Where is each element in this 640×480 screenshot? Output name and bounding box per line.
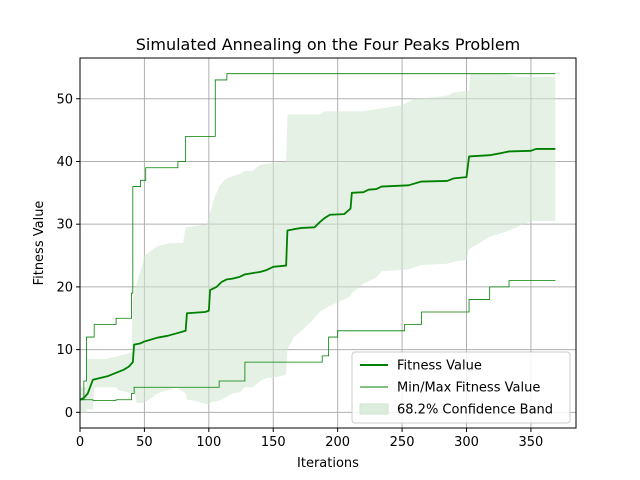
y-tick-label: 0	[65, 406, 73, 421]
min-fitness-line	[80, 280, 556, 401]
series-layer	[80, 73, 556, 413]
x-axis-label: Iterations	[297, 456, 359, 471]
y-tick-label: 40	[56, 155, 73, 170]
y-tick-label: 10	[56, 343, 73, 358]
fitness-value-line	[80, 148, 556, 401]
x-tick-label: 350	[518, 435, 543, 450]
legend: Fitness Value Min/Max Fitness Value 68.2% …	[351, 351, 571, 424]
legend-box	[351, 351, 571, 424]
x-tick-label: 150	[261, 435, 286, 450]
y-axis: 0 10 20 30 40 50	[56, 92, 80, 421]
x-axis: 0 50 100 150 200 250 300 350	[76, 428, 543, 450]
legend-label: Fitness Value	[397, 359, 482, 374]
x-tick-label: 100	[196, 435, 221, 450]
legend-band-swatch	[359, 403, 389, 415]
x-tick-label: 250	[390, 435, 415, 450]
x-tick-label: 300	[454, 435, 479, 450]
x-tick-label: 0	[76, 435, 84, 450]
y-tick-label: 30	[56, 218, 73, 233]
y-tick-label: 20	[56, 280, 73, 295]
chart-title: Simulated Annealing on the Four Peaks Pr…	[136, 35, 521, 54]
y-tick-label: 50	[56, 92, 73, 107]
legend-label: 68.2% Confidence Band	[397, 403, 553, 418]
x-tick-label: 50	[136, 435, 153, 450]
x-tick-label: 200	[325, 435, 350, 450]
plot-area: 0 50 100 150 200 250 300 350 0 10 20 30 40 50	[56, 57, 577, 450]
legend-label: Min/Max Fitness Value	[397, 381, 540, 396]
plot-frame	[79, 57, 577, 429]
y-axis-label: Fitness Value	[32, 201, 47, 286]
confidence-band	[80, 73, 556, 413]
max-fitness-line	[80, 73, 556, 401]
